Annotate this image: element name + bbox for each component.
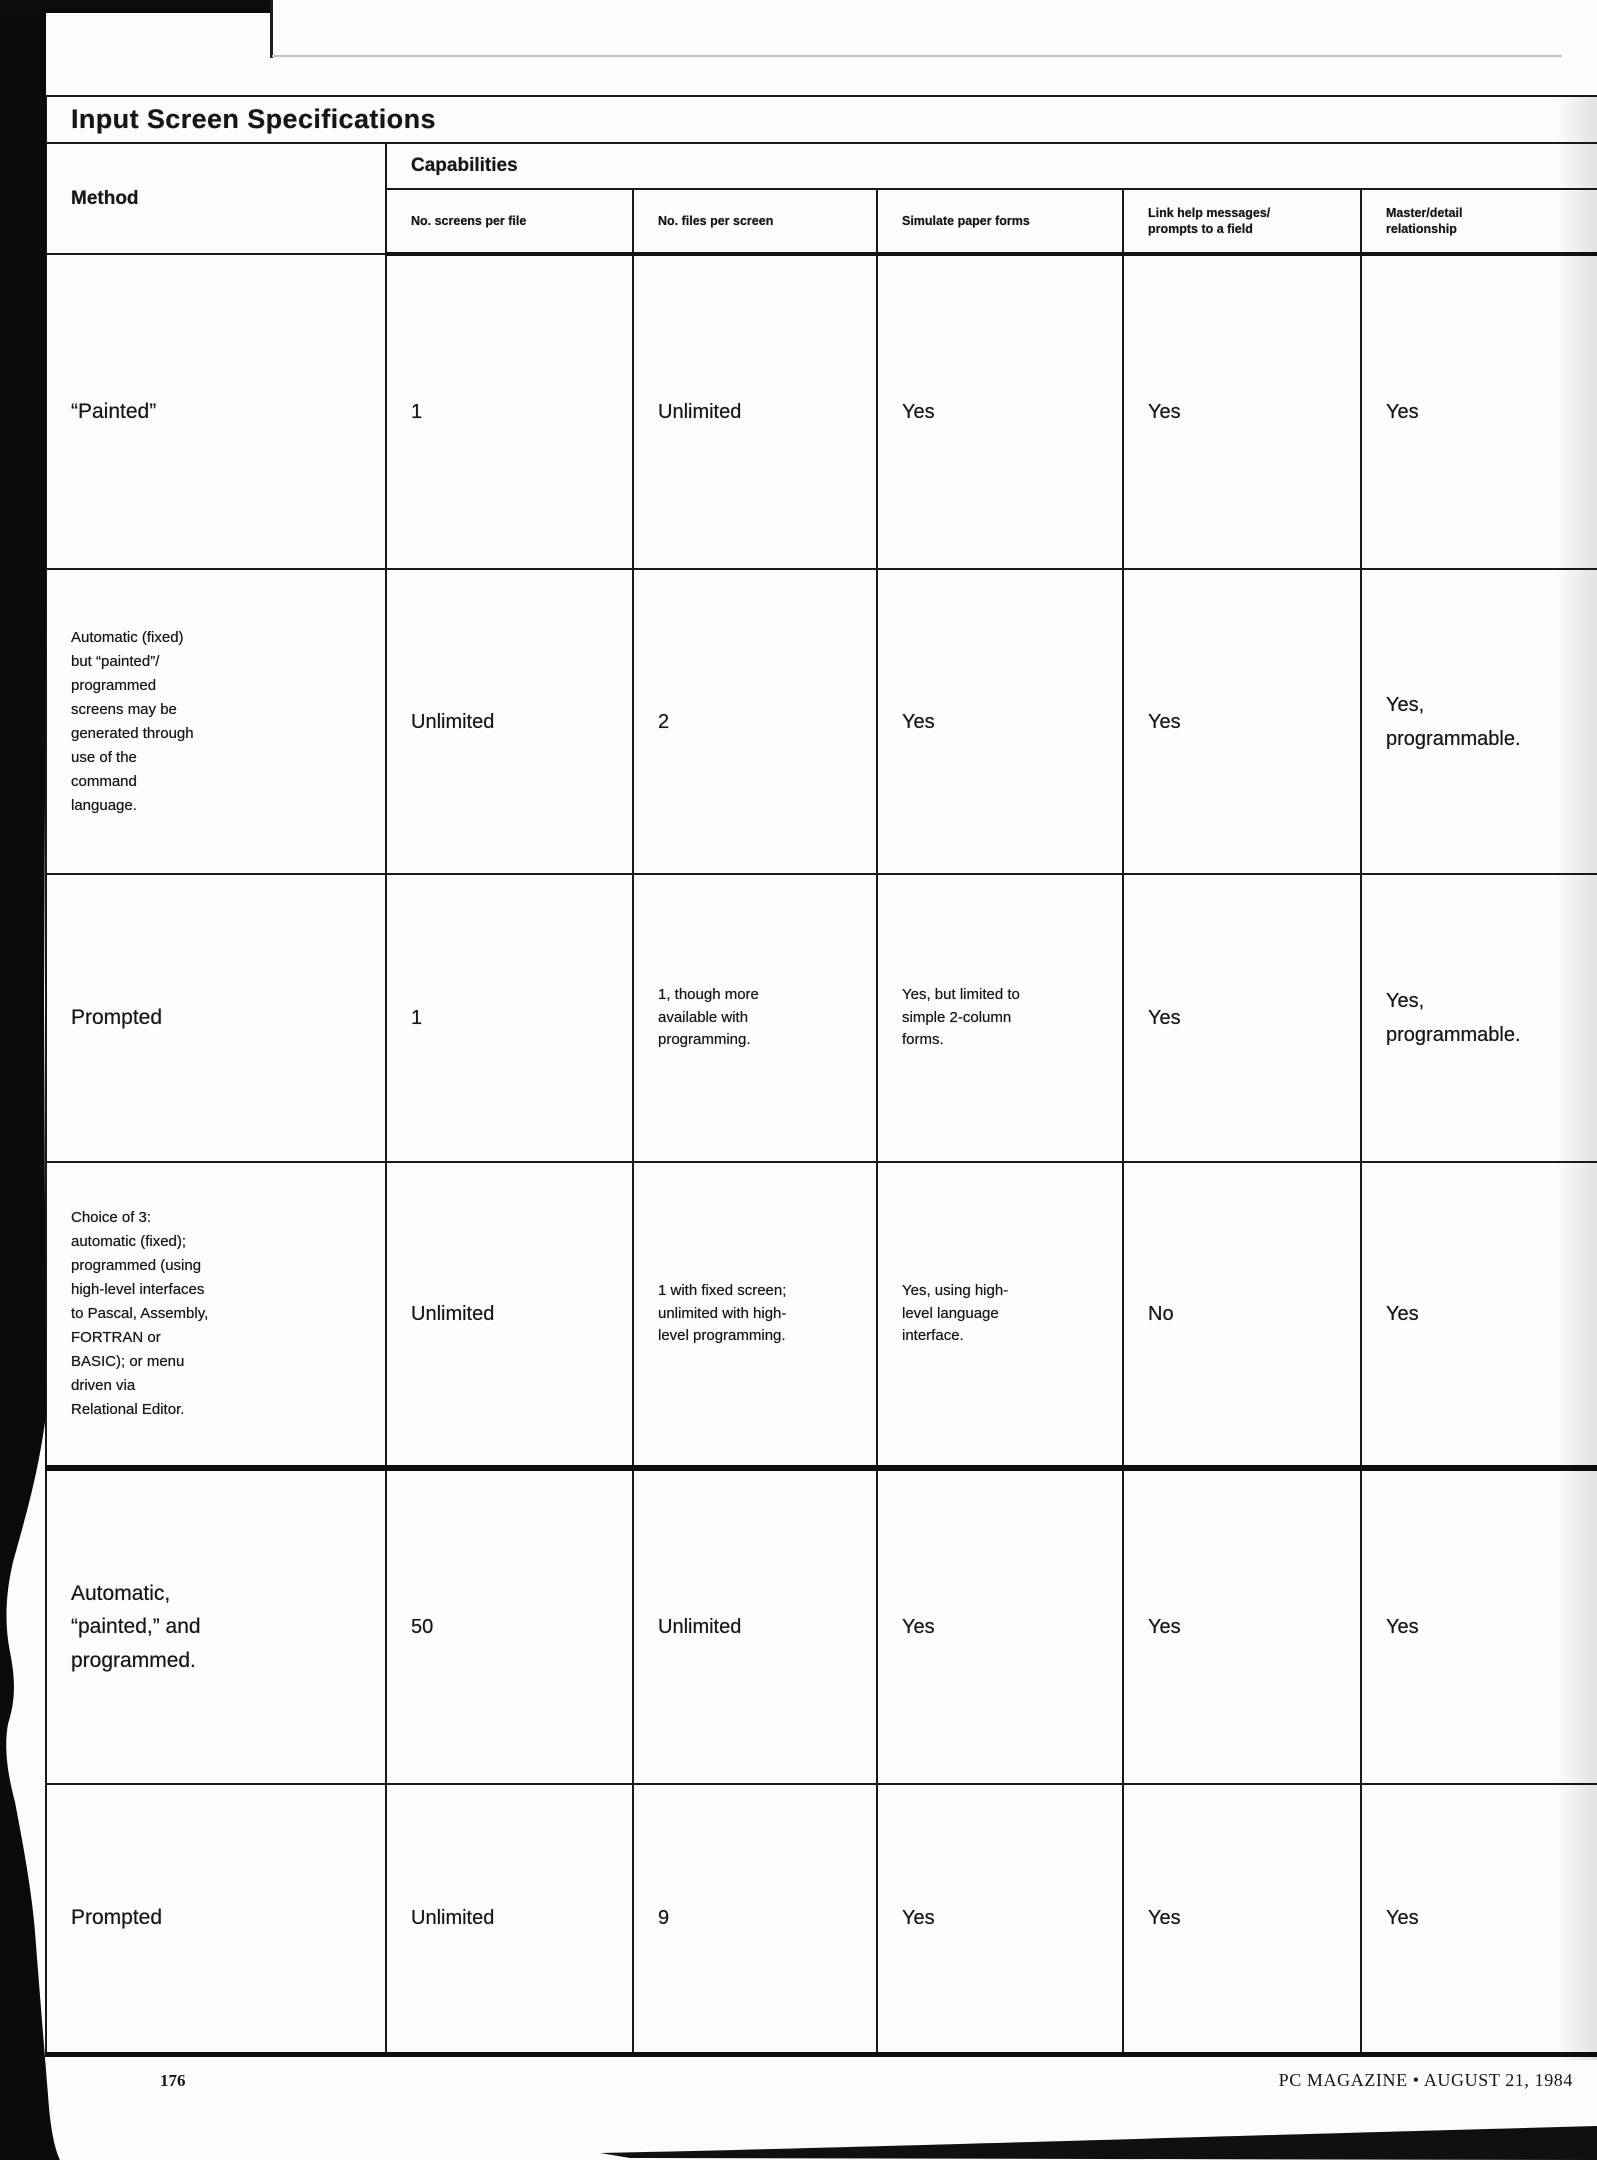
table-row: Prompted Unlimited 9 Yes Yes Yes	[45, 1783, 1597, 2057]
method-cell: Automatic, “painted,” and programmed.	[45, 1465, 387, 1785]
method-cell: “Painted”	[45, 253, 387, 570]
scan-artifact-top-strip	[0, 0, 273, 13]
value-cell: Yes	[876, 1465, 1124, 1785]
subheader-row: No. screens per file No. files per scree…	[46, 188, 1597, 256]
value-cell: Yes, programmable.	[1359, 873, 1597, 1163]
page-number: 176	[160, 2071, 186, 2090]
method-cell: Prompted	[45, 1783, 387, 2057]
value-cell: Yes	[1122, 1465, 1362, 1785]
method-cell: Choice of 3: automatic (fixed); programm…	[45, 1161, 387, 1469]
scan-artifact-top-horizontal-line	[272, 55, 1562, 57]
table-row: Automatic (fixed) but “painted”/ program…	[45, 568, 1597, 875]
title-row: Input Screen Specifications	[44, 95, 1597, 144]
scan-artifact-right-edge	[1555, 95, 1597, 2060]
value-cell: Yes	[1359, 253, 1597, 570]
method-cell: Prompted	[45, 873, 387, 1163]
column-header-files-per-screen: No. files per screen	[632, 188, 878, 256]
page-footer: 176 PC MAGAZINE • AUGUST 21, 1984	[0, 2070, 1597, 2091]
value-cell: Unlimited	[385, 568, 634, 875]
value-cell: Yes	[1359, 1783, 1597, 2057]
value-cell: 2	[632, 568, 878, 875]
table-row: Choice of 3: automatic (fixed); programm…	[45, 1161, 1597, 1469]
value-cell: 1 with fixed screen; unlimited with high…	[632, 1161, 878, 1469]
input-screen-specifications-table: Input Screen Specifications Method Capab…	[44, 95, 1597, 2057]
magazine-dateline: PC MAGAZINE • AUGUST 21, 1984	[1278, 2070, 1573, 2090]
value-cell: Yes, programmable.	[1359, 568, 1597, 875]
column-header-master-detail: Master/detail relationship	[1359, 188, 1597, 256]
value-cell: Yes	[1122, 568, 1362, 875]
column-header-link-help-messages: Link help messages/ prompts to a field	[1122, 188, 1362, 256]
table-row: “Painted” 1 Unlimited Yes Yes Yes	[45, 253, 1597, 570]
table-body: Input Screen Specifications Method Capab…	[44, 95, 1597, 2057]
table-row: Prompted 1 1, though more available with p…	[45, 873, 1597, 1163]
column-header-method: Method	[45, 142, 387, 255]
value-cell: Yes	[876, 568, 1124, 875]
value-cell: Yes	[876, 253, 1124, 570]
value-cell: Yes	[876, 1783, 1124, 2057]
header-row: Method Capabilities	[45, 142, 1597, 255]
value-cell: Unlimited	[632, 1465, 878, 1785]
page-title: Input Screen Specifications	[44, 95, 1597, 144]
value-cell: Yes	[1122, 253, 1362, 570]
value-cell: Yes	[1359, 1465, 1597, 1785]
value-cell: Yes, using high- level language interfac…	[876, 1161, 1124, 1469]
value-cell: Yes	[1122, 873, 1362, 1163]
value-cell: 9	[632, 1783, 878, 2057]
scan-artifact-top-vertical-line	[270, 0, 273, 58]
column-header-simulate-paper-forms: Simulate paper forms	[876, 188, 1124, 256]
value-cell: No	[1122, 1161, 1362, 1469]
value-cell: Yes, but limited to simple 2-column form…	[876, 873, 1124, 1163]
table-row: Automatic, “painted,” and programmed. 50 U…	[45, 1465, 1597, 1785]
value-cell: Unlimited	[385, 1161, 634, 1469]
value-cell: Unlimited	[385, 1783, 634, 2057]
method-cell: Automatic (fixed) but “painted”/ program…	[45, 568, 387, 875]
column-group-header-capabilities: Capabilities	[384, 142, 1597, 190]
value-cell: 1, though more available with programmin…	[632, 873, 878, 1163]
value-cell: Unlimited	[632, 253, 878, 570]
value-cell: 1	[385, 253, 634, 570]
value-cell: 50	[385, 1465, 634, 1785]
value-cell: Yes	[1359, 1161, 1597, 1469]
column-header-screens-per-file: No. screens per file	[385, 188, 634, 256]
value-cell: Yes	[1122, 1783, 1362, 2057]
value-cell: 1	[385, 873, 634, 1163]
